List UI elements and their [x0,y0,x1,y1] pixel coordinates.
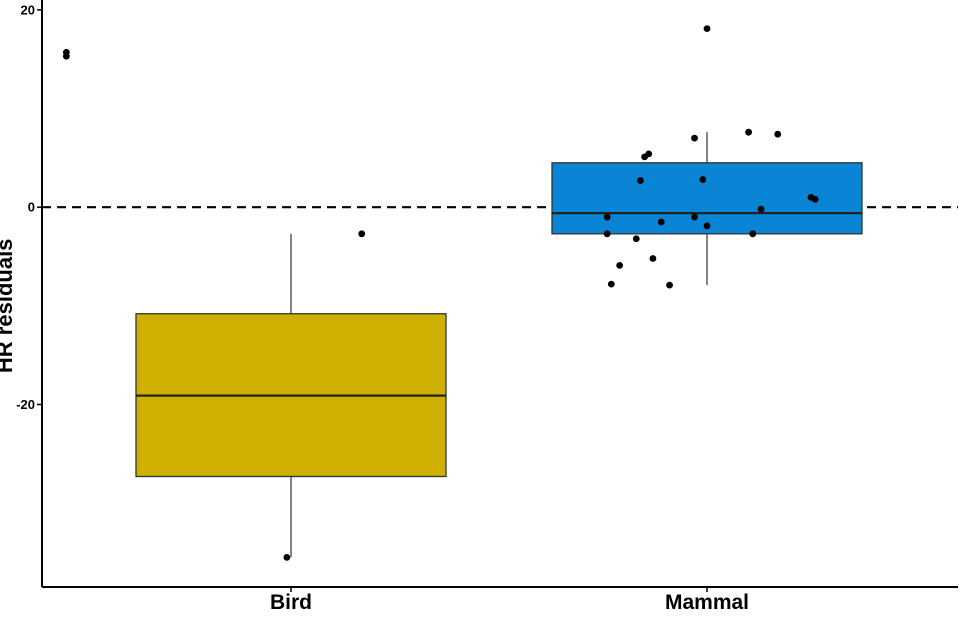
data-point-mammal [641,153,648,161]
y-axis-title: HR residuals [0,239,17,374]
axes [41,0,958,588]
data-point-mammal [703,222,711,230]
data-point-mammal [691,213,698,221]
data-point-mammal [666,281,673,289]
x-category-label-mammal: Mammal [665,591,749,614]
data-point-mammal [703,25,711,33]
y-tick-label: 20 [21,2,35,17]
box-bird [135,233,447,558]
data-point-mammal [774,130,782,138]
data-point-mammal [603,230,611,238]
data-point-mammal [616,261,624,269]
boxes-layer [135,132,863,558]
data-point-mammal [745,128,752,136]
y-ticks-layer: 20 0 -20 [16,2,42,412]
data-point-mammal [632,235,640,243]
x-category-labels: Bird Mammal [270,587,749,614]
data-point-mammal [637,177,644,184]
data-point-mammal [757,205,765,213]
data-point-mammal [649,255,657,262]
x-category-label-bird: Bird [270,591,312,614]
data-point-mammal [691,134,698,142]
points-layer [62,25,819,561]
data-point-bird [62,52,70,60]
data-point-mammal [699,176,707,183]
y-tick-label: -20 [16,397,35,412]
data-point-mammal [657,218,665,226]
data-point-mammal [811,195,819,203]
data-point-mammal [749,230,757,238]
data-point-bird [283,554,291,561]
data-point-mammal [607,280,615,288]
data-point-bird [358,230,366,238]
data-point-mammal [603,213,611,221]
y-tick-label: 0 [28,200,35,215]
box-mammal [551,132,863,286]
